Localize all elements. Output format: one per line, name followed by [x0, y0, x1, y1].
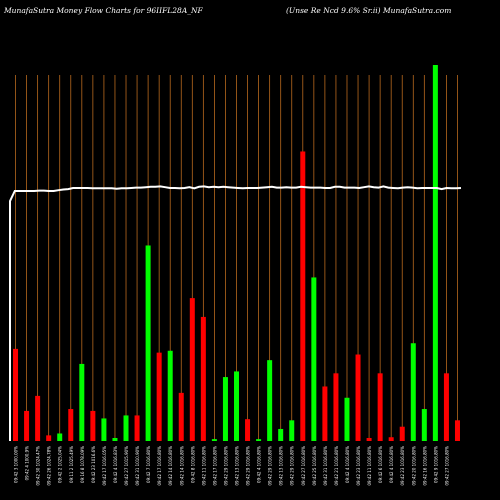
bar-down — [156, 352, 162, 441]
x-tick-label: 09:42 13 1016.80% — [279, 446, 284, 486]
bar-up — [123, 415, 129, 441]
x-tick-label: 09:42 9 1016.80% — [433, 446, 438, 483]
x-tick-label: 09:42 27 1015.90% — [124, 446, 129, 486]
x-tick-label: 09:42 17 1016.05% — [102, 446, 107, 486]
bar-down — [200, 316, 206, 441]
x-tick-label: 09:42 29 1016.80% — [290, 446, 295, 486]
x-tick-label: 09:42 30 1024.47% — [36, 446, 41, 486]
bar-down — [443, 373, 449, 441]
bar-up — [421, 409, 427, 441]
chart-title: MunafaSutra Money Flow Charts for 96IIFL… — [3, 6, 204, 15]
x-tick-label: 09:42 16 1016.80% — [422, 446, 427, 486]
x-tick-label: 09:42 31 1016.80% — [323, 446, 328, 486]
bar-down — [90, 410, 96, 441]
bar-down — [68, 409, 74, 441]
x-tick-labels: 09:42 3 1000.00% 09:42 4 1000.9% 09:42 30 … — [14, 446, 450, 486]
x-tick-label: 09:42 25 1016.80% — [312, 446, 317, 486]
x-tick-label: 09:42 29 1016.80% — [268, 446, 273, 486]
x-tick-label: 09:16 8 1078.09% — [80, 446, 85, 483]
x-tick-label: 09:42 3 1000.00% — [14, 446, 19, 483]
bar-down — [366, 437, 372, 441]
bar-down — [388, 437, 394, 441]
bar-up — [432, 65, 438, 441]
bar-down — [13, 348, 19, 441]
bar-down — [46, 435, 52, 441]
bar-up — [311, 277, 317, 441]
x-tick-label: 09:42 6 1016.80% — [378, 446, 383, 483]
x-tick-label: 09:42 13 1016.80% — [235, 446, 240, 486]
bar-down — [178, 392, 184, 441]
x-tick-label: 09:42 23 1016.6% — [91, 446, 96, 483]
x-tick-label: 09:42 17 1016.80% — [212, 446, 217, 486]
price-line-group — [9, 185, 462, 441]
x-tick-label: 09:42 27 1016.80% — [444, 446, 449, 486]
x-tick-label: 09:42 4 1016.83% — [113, 446, 118, 483]
x-tick-label: 09:42 14 1016.80% — [168, 446, 173, 486]
x-tick-label: 09:42 11 1016.80% — [367, 446, 372, 486]
x-tick-label: 09:42 20 1016.80% — [411, 446, 416, 486]
x-tick-label: 09:42 2 1025.04% — [58, 446, 63, 483]
bar-down — [377, 373, 383, 441]
bar-up — [278, 428, 284, 441]
bar-up — [234, 371, 239, 441]
bar-up — [410, 343, 416, 441]
bar-up — [79, 363, 85, 441]
x-tick-label: 09:42 17 1016.80% — [157, 446, 162, 486]
bar-down — [300, 151, 306, 442]
bar-down — [355, 354, 361, 441]
bar-up — [112, 437, 118, 441]
bar-down — [399, 426, 405, 441]
x-tick-label: 09:42 23 1016.80% — [400, 446, 405, 486]
x-tick-label: 09:42 7 1016.80% — [146, 446, 151, 483]
bar-up — [344, 397, 350, 441]
bar-down — [189, 298, 195, 441]
chart-subtitle: (Unse Re Ncd 9.6% Sr.ii) MunafaSutra.com — [286, 6, 451, 15]
price-line — [9, 185, 462, 441]
bar-down — [35, 395, 41, 441]
bar-up — [101, 418, 107, 441]
x-tick-label: 09:42 21 1016.80% — [334, 446, 339, 486]
x-tick-label: 09:42 4 1000.9% — [25, 446, 30, 481]
x-tick-label: 09:42 26 1024.78% — [47, 446, 52, 486]
bar-down — [322, 386, 328, 441]
bar-down — [134, 415, 140, 441]
bar-up — [145, 245, 151, 441]
bar-up — [222, 377, 228, 441]
x-tick-label: 09:42 11 1016.80% — [201, 446, 206, 486]
bar-down — [333, 373, 339, 441]
bar-up — [57, 433, 63, 441]
x-tick-label: 09:11 2 1025.49% — [69, 446, 74, 483]
x-tick-label: 09:42 4 1016.80% — [389, 446, 394, 483]
x-tick-label: 09:42 27 1016.80% — [301, 446, 306, 486]
bar-down — [24, 410, 30, 441]
x-tick-label: 09:42 29 1016.80% — [246, 446, 251, 486]
x-tick-label: 09:42 8 1016.80% — [190, 446, 195, 483]
bars — [13, 65, 460, 442]
bar-up — [211, 439, 217, 441]
bar-down — [245, 419, 251, 441]
bar-up — [267, 360, 273, 441]
bar-up — [256, 439, 262, 441]
bar-up — [167, 350, 173, 441]
bar-up — [289, 420, 295, 441]
x-tick-label: 09:42 14 1016.80% — [179, 446, 184, 486]
x-tick-label: 09:42 4 1016.80% — [257, 446, 262, 483]
x-tick-label: 09:42 4 1016.80% — [345, 446, 350, 483]
bar-down — [454, 420, 460, 441]
x-tick-label: 09:42 31 1010.90% — [135, 446, 140, 486]
x-tick-label: 09:42 29 1016.80% — [223, 446, 228, 486]
x-tick-label: 09:42 23 1016.80% — [356, 446, 361, 486]
